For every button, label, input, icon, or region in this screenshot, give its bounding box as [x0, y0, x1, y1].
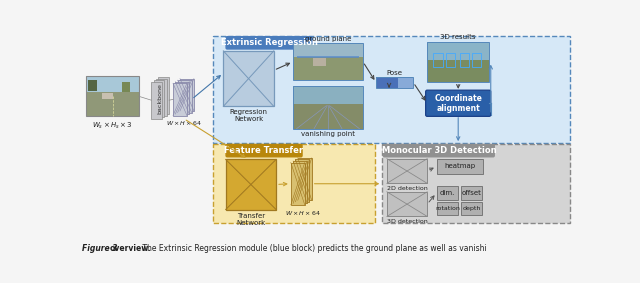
Bar [461, 186, 482, 200]
Bar [293, 86, 363, 129]
Bar [397, 77, 413, 88]
Text: 3D detection: 3D detection [387, 219, 428, 224]
Text: offset: offset [461, 190, 481, 196]
Text: rotation: rotation [435, 206, 460, 211]
Bar [213, 144, 374, 223]
Text: heatmap: heatmap [444, 163, 476, 170]
Bar [151, 82, 162, 119]
Bar [158, 77, 169, 114]
Bar [387, 159, 428, 183]
Bar [296, 159, 309, 202]
Bar [178, 80, 191, 113]
Text: overview.: overview. [109, 244, 151, 253]
Bar [298, 158, 312, 200]
Bar [436, 202, 458, 215]
FancyBboxPatch shape [383, 144, 494, 157]
Text: 2D detection: 2D detection [387, 186, 428, 191]
Bar [180, 79, 194, 111]
Bar [387, 192, 428, 216]
Bar [297, 56, 359, 59]
Bar [102, 93, 113, 99]
Bar [433, 53, 443, 67]
Bar [88, 80, 97, 91]
Bar [122, 82, 129, 92]
FancyBboxPatch shape [226, 144, 302, 157]
Text: The Extrinsic Regression module (blue block) predicts the ground plane as well a: The Extrinsic Regression module (blue bl… [140, 244, 487, 253]
Text: depth: depth [462, 206, 481, 211]
Bar [376, 77, 397, 88]
Bar [428, 42, 489, 60]
Text: 3D results: 3D results [440, 34, 476, 40]
FancyBboxPatch shape [426, 90, 491, 116]
Bar [382, 144, 570, 223]
Text: Pose: Pose [387, 70, 403, 76]
Text: Extrinsic Regression: Extrinsic Regression [221, 38, 317, 47]
Bar [312, 58, 326, 66]
Bar [86, 91, 139, 116]
Bar [293, 57, 363, 80]
Text: $W \times H \times 64$: $W \times H \times 64$ [285, 209, 321, 217]
Bar [293, 161, 307, 203]
Bar [86, 76, 139, 116]
Bar [436, 186, 458, 200]
Bar [460, 53, 469, 67]
FancyBboxPatch shape [226, 37, 312, 49]
Text: Feature Transfer: Feature Transfer [225, 146, 303, 155]
Text: Coordinate
alignment: Coordinate alignment [435, 94, 482, 113]
Bar [293, 43, 363, 80]
Bar [154, 80, 164, 117]
Text: Transfer
Network: Transfer Network [236, 213, 266, 226]
Bar [293, 104, 363, 129]
Bar [436, 159, 483, 174]
Text: Regression
Network: Regression Network [230, 110, 268, 123]
Bar [213, 36, 570, 143]
Text: ground plane: ground plane [305, 36, 351, 42]
Bar [291, 162, 305, 205]
Bar [293, 86, 363, 104]
Bar [472, 53, 481, 67]
Text: Figure 3: Figure 3 [83, 244, 118, 253]
Bar [446, 53, 455, 67]
Bar [223, 51, 274, 106]
Bar [428, 42, 489, 82]
Text: backbone: backbone [157, 83, 163, 114]
Bar [428, 60, 489, 82]
Bar [226, 159, 276, 209]
Bar [376, 77, 413, 88]
Text: Monocular 3D Detection: Monocular 3D Detection [381, 146, 496, 155]
Bar [293, 43, 363, 57]
Bar [86, 76, 139, 91]
Text: $W_s \times H_s \times 3$: $W_s \times H_s \times 3$ [92, 121, 133, 131]
Text: vanishing point: vanishing point [301, 131, 355, 137]
Text: dim.: dim. [440, 190, 455, 196]
Text: $W \times H \times 64$: $W \times H \times 64$ [166, 119, 202, 127]
Bar [175, 82, 189, 114]
Bar [173, 83, 187, 115]
Bar [461, 202, 482, 215]
Bar [156, 79, 167, 115]
